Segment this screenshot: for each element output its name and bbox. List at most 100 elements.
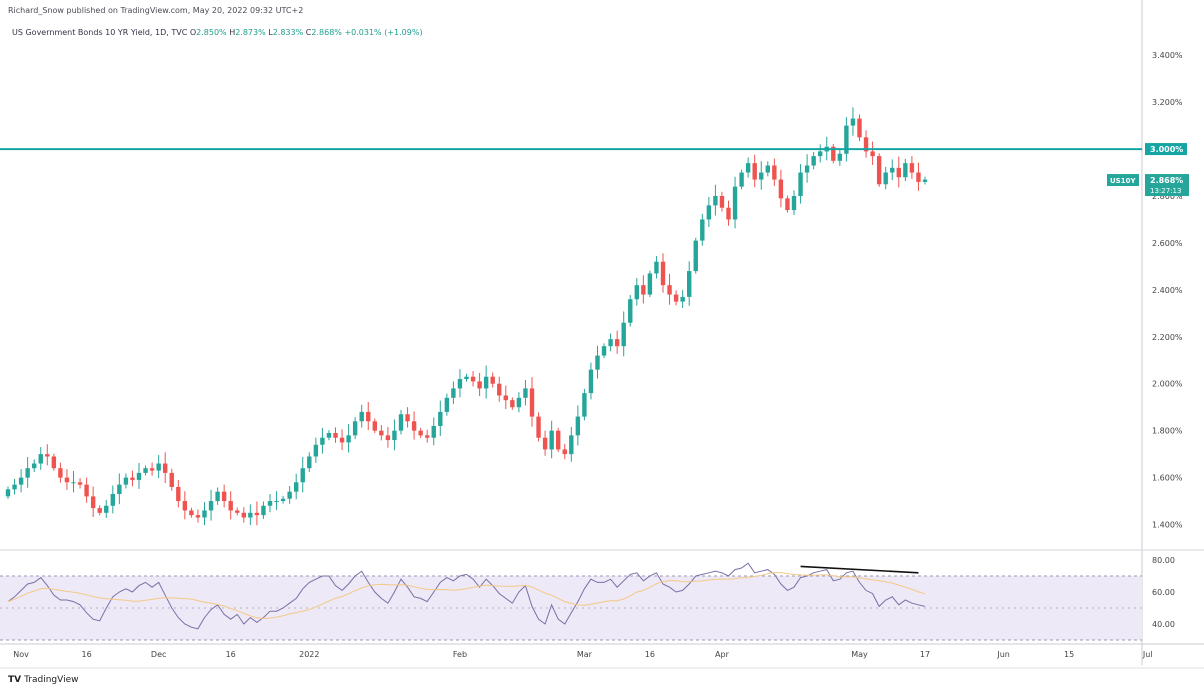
y-tick-label: 2.800% <box>1152 192 1183 201</box>
rsi-tick-label: 80.00 <box>1152 556 1175 565</box>
candle-body <box>169 472 174 487</box>
candle-body <box>680 296 685 302</box>
x-tick-label: Jul <box>1142 650 1153 659</box>
candle-body <box>745 163 751 173</box>
legend-close-value: 2.868% <box>311 28 342 37</box>
candle-body <box>503 395 508 401</box>
x-tick-label: 16 <box>226 650 236 659</box>
candle-body <box>195 515 201 518</box>
x-tick-label: 16 <box>645 650 655 659</box>
x-tick-label: 16 <box>82 650 92 659</box>
symbol-tag-text: US10Y <box>1110 177 1136 185</box>
candle-body <box>549 430 554 450</box>
candle-body <box>38 454 43 464</box>
candle-body <box>464 376 469 380</box>
candle-body <box>595 355 600 370</box>
candle-body <box>189 510 194 516</box>
candle-body <box>143 468 148 473</box>
candle-body <box>811 156 816 166</box>
candle-body <box>536 416 541 438</box>
candle-body <box>339 437 345 443</box>
legend-open-label: O <box>189 28 197 37</box>
candle-body <box>352 421 358 436</box>
candle-body <box>700 219 705 241</box>
candle-body <box>64 477 70 483</box>
rsi-divergence-line <box>800 565 919 574</box>
candle-body <box>254 512 260 516</box>
last-price-text: 2.868% <box>1150 176 1183 185</box>
candle-body <box>326 433 332 438</box>
publisher-credit: Richard_Snow published on TradingView.co… <box>8 6 304 15</box>
candle-body <box>726 207 731 220</box>
candle-body <box>850 118 856 126</box>
last-price-tag <box>1145 174 1189 197</box>
candle-body <box>274 501 279 503</box>
candle-body <box>673 294 679 302</box>
candle-body <box>687 271 692 297</box>
candle-body <box>883 172 888 185</box>
candle-body <box>5 489 11 497</box>
candle-body <box>418 430 423 436</box>
candle-body <box>870 151 875 157</box>
countdown-text: 13:27:13 <box>1150 187 1181 195</box>
x-tick-label: 17 <box>920 650 930 659</box>
candle-body <box>208 501 214 511</box>
x-tick-label: Nov <box>13 650 29 659</box>
candle-body <box>778 179 784 199</box>
candle-body <box>831 146 836 161</box>
candle-body <box>804 165 810 173</box>
candle-body <box>451 388 456 398</box>
candle-body <box>772 165 777 180</box>
candle-body <box>818 151 823 157</box>
y-tick-label: 2.600% <box>1152 239 1183 248</box>
candle-body <box>123 477 129 485</box>
candle-body <box>582 393 587 417</box>
candle-body <box>136 472 142 480</box>
candle-body <box>117 484 122 495</box>
candle-body <box>569 435 574 455</box>
legend-low-value: 2.833% <box>272 28 304 37</box>
level-tag <box>1145 143 1187 156</box>
candle-body <box>405 414 410 422</box>
candle-body <box>182 501 188 511</box>
x-tick-label: 15 <box>1064 650 1074 659</box>
candle-body <box>444 397 450 412</box>
symbol-legend: US Government Bonds 10 YR Yield, 1D, TVC… <box>12 28 423 37</box>
legend-change-value: +0.031% (+1.09%) <box>344 28 423 37</box>
x-tick-label: Mar <box>577 650 593 659</box>
candle-body <box>890 167 895 173</box>
rsi-ma-line <box>7 572 926 620</box>
y-tick-label: 3.400% <box>1152 51 1183 60</box>
candle-body <box>791 196 797 211</box>
candle-body <box>909 163 915 173</box>
y-tick-label: 1.600% <box>1152 474 1183 483</box>
candle-body <box>32 463 37 469</box>
candle-body <box>641 285 646 295</box>
candle-body <box>333 433 338 438</box>
candle-body <box>77 482 83 485</box>
candle-body <box>621 322 626 347</box>
candle-body <box>706 205 712 220</box>
candle-body <box>719 196 725 208</box>
candle-body <box>922 179 928 182</box>
candle-body <box>346 435 351 443</box>
candle-body <box>130 477 135 480</box>
candle-body <box>588 369 594 394</box>
candle-body <box>844 125 849 154</box>
x-tick-label: Apr <box>715 650 730 659</box>
y-tick-label: 2.200% <box>1152 333 1183 342</box>
candle-body <box>104 505 109 513</box>
candle-body <box>110 494 115 506</box>
candle-body <box>228 501 233 511</box>
candle-body <box>287 491 292 499</box>
candle-body <box>25 468 30 478</box>
candle-body <box>438 411 443 426</box>
y-tick-label: 1.400% <box>1152 521 1183 530</box>
candle-body <box>837 153 843 161</box>
tradingview-logo[interactable]: TV TradingView <box>8 675 79 685</box>
candle-body <box>221 491 227 502</box>
candle-body <box>58 468 63 478</box>
candle-body <box>71 482 76 484</box>
candle-body <box>431 425 436 438</box>
